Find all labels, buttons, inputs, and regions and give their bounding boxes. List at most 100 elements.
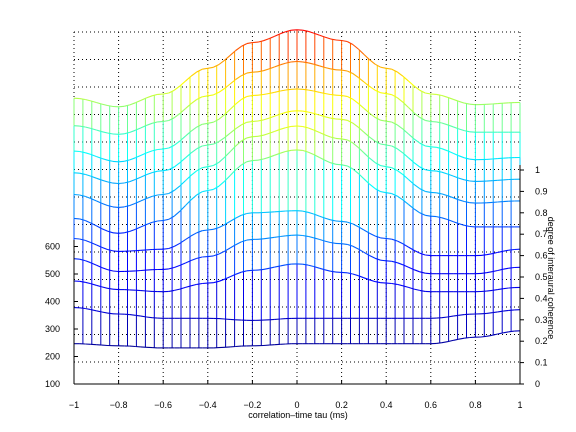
surface-curve-segment <box>341 69 348 72</box>
surface-curve-segment <box>218 156 225 163</box>
surface-curve-segment <box>213 185 220 190</box>
surface-curve-segment <box>436 192 443 195</box>
surface-curve-segment <box>146 221 153 226</box>
surface-curve-segment <box>357 102 365 109</box>
surface-curve-segment <box>302 210 309 213</box>
surface-curve-segment <box>313 265 320 269</box>
surface-curve-segment <box>441 341 448 344</box>
surface-curve-segment <box>352 73 359 78</box>
surface-curve-segment <box>346 95 354 100</box>
surface-curve-segment <box>135 99 142 104</box>
surface-curve-segment <box>486 334 493 337</box>
surface-curve-segment <box>163 169 169 172</box>
surface-curve-segment <box>101 267 108 271</box>
surface-curve-segment <box>190 126 198 132</box>
surface-curve-segment <box>486 312 493 314</box>
surface-curve-segment <box>452 126 459 130</box>
surface-curve <box>73 60 520 135</box>
z-tick-label: 1 <box>535 165 540 175</box>
surface-curve-segment <box>179 262 186 266</box>
surface-curve-segment <box>330 219 337 222</box>
surface-curve-segment <box>324 217 331 221</box>
surface-curve-segment <box>352 168 359 174</box>
surface-curve-segment <box>173 113 181 119</box>
surface-curve-segment <box>90 100 97 104</box>
surface-curve-segment <box>96 225 103 230</box>
surface-curve-segment <box>90 241 97 246</box>
surface-curve-segment <box>79 258 86 262</box>
surface-curve-segment <box>263 68 270 72</box>
surface-curve-segment <box>352 44 359 50</box>
surface-curve-segment <box>118 232 125 234</box>
surface-curve-segment <box>307 30 314 34</box>
surface-curve-segment <box>396 71 404 77</box>
surface-curve-segment <box>380 237 387 240</box>
surface-curve-segment <box>419 166 426 171</box>
surface-curve-segment <box>302 110 309 113</box>
surface-curve-segment <box>146 95 153 99</box>
surface-curve-segment <box>436 342 442 344</box>
surface-curve-segment <box>241 96 248 100</box>
surface-curve-segment <box>307 127 314 131</box>
surface-curve-segment <box>213 253 220 257</box>
surface-curve-segment <box>129 228 136 232</box>
surface-curve-segment <box>363 251 370 256</box>
surface-curve-segment <box>280 235 286 238</box>
surface-curve-segment <box>101 246 108 251</box>
surface-curve-segment <box>319 238 326 242</box>
surface-curve-segment <box>358 226 365 231</box>
surface-curve-segment <box>436 146 443 150</box>
z-tick-label: 0.9 <box>535 186 548 196</box>
surface-curve-segment <box>246 120 253 123</box>
surface-curve-segment <box>246 94 253 98</box>
surface-curve-segment <box>257 268 264 271</box>
surface-curve-segment <box>302 88 309 91</box>
surface-curve-segment <box>346 70 354 75</box>
surface-curve-segment <box>196 96 203 100</box>
surface-curve-segment <box>374 281 381 284</box>
surface-curve-segment <box>413 138 421 144</box>
surface-curve <box>73 210 521 257</box>
surface-curve-segment <box>168 117 175 121</box>
surface-curve-segment <box>341 118 348 121</box>
surface-curve-segment <box>107 104 114 108</box>
surface-curve-segment <box>425 190 431 193</box>
surface-curve-segment <box>341 243 348 245</box>
surface-curve-segment <box>352 122 359 128</box>
surface-curve-segment <box>285 263 292 266</box>
surface-curve-segment <box>96 244 103 248</box>
surface-curve-segment <box>124 230 130 234</box>
surface-curve-segment <box>380 119 387 122</box>
surface-curve-segment <box>357 76 365 83</box>
surface-curve-segment <box>90 222 97 227</box>
surface-curve-segment <box>425 92 431 95</box>
x-tick-label: −0.6 <box>154 400 172 410</box>
surface-curve-segment <box>436 170 443 173</box>
surface-curve-segment <box>347 272 353 275</box>
surface-curve-segment <box>319 267 326 271</box>
surface-curve-segment <box>458 177 465 181</box>
surface-curve-segment <box>163 119 169 123</box>
surface-curve-segment <box>146 316 153 319</box>
surface-curve-segment <box>386 93 392 96</box>
surface-curve-segment <box>425 119 431 123</box>
surface-curve-segment <box>285 88 292 91</box>
surface-curve-segment <box>118 160 125 163</box>
surface-curve-segment <box>324 36 331 40</box>
z-tick-label: 0.6 <box>535 251 548 261</box>
surface-curve-segment <box>173 210 181 217</box>
surface-curve-segment <box>257 134 264 137</box>
surface-curve-segment <box>313 32 320 36</box>
surface-curve-segment <box>374 63 381 68</box>
surface-curve-segment <box>168 245 175 250</box>
surface-curve-segment <box>268 154 275 158</box>
surface-curve-segment <box>419 271 426 274</box>
surface-curve-segment <box>229 128 237 134</box>
surface-curve-segment <box>447 124 454 128</box>
surface-curve-segment <box>391 68 398 73</box>
surface-curve-segment <box>224 83 231 89</box>
surface-curve-segment <box>274 64 281 68</box>
surface-curve-segment <box>107 132 114 135</box>
surface-curve-segment <box>263 132 270 136</box>
surface-curve-segment <box>330 117 337 120</box>
